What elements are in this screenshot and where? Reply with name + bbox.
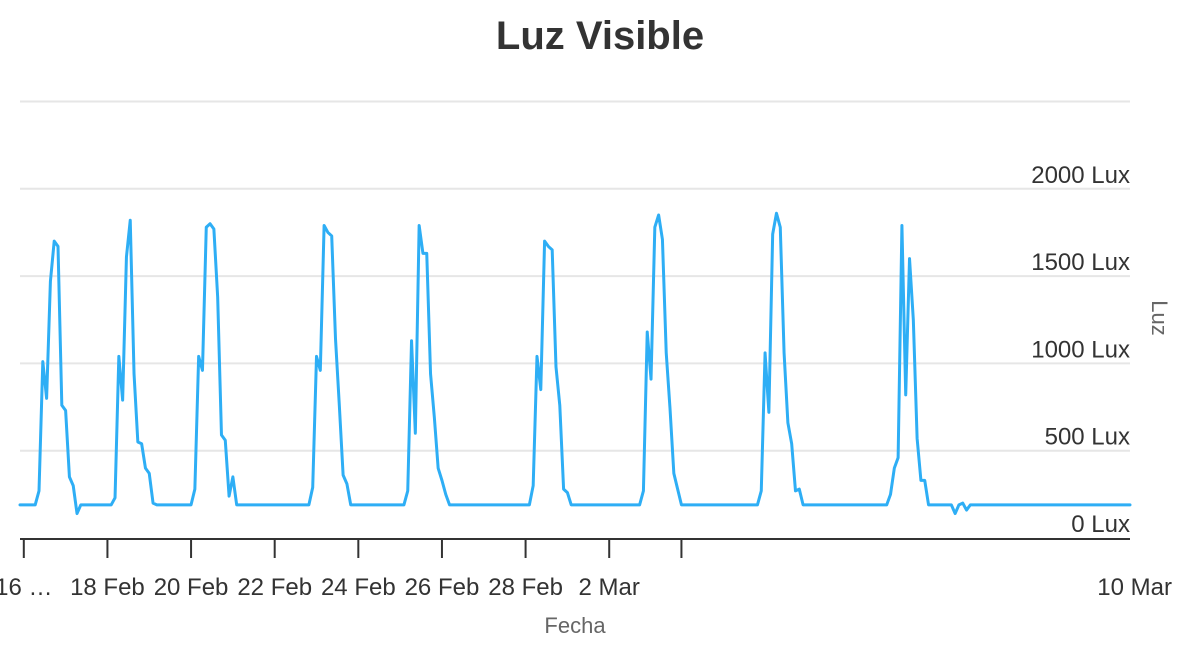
- x-tick-label: 28 Feb: [488, 574, 563, 601]
- chart-title: Luz Visible: [495, 14, 705, 58]
- grid-layer: [20, 100, 1130, 452]
- x-tick-label: 24 Feb: [321, 574, 396, 601]
- x-tick-label: 16 …: [0, 574, 52, 601]
- y-tick-label: 1500 Lux: [1031, 249, 1130, 276]
- y-tick-label: 2000 Lux: [1031, 162, 1130, 189]
- series-line: [18, 211, 1132, 516]
- axis-layer: 0 Lux 500 Lux 1000 Lux 1500 Lux 2000 Lux 16 ……: [0, 162, 1172, 601]
- y-tick-label: 500 Lux: [1045, 424, 1130, 451]
- series-layer: [18, 211, 1132, 516]
- x-tick-label: 18 Feb: [70, 574, 145, 601]
- x-tick-label: 10 Mar: [1097, 574, 1172, 601]
- y-tick-label: 0 Lux: [1071, 511, 1130, 538]
- x-tick-label: 2 Mar: [579, 574, 640, 601]
- y-tick-label: 1000 Lux: [1031, 336, 1130, 363]
- x-tick-label: 20 Feb: [154, 574, 229, 601]
- x-tick-label: 22 Feb: [237, 574, 312, 601]
- y-axis-title: Luz: [1147, 300, 1172, 335]
- x-tick-label: 26 Feb: [405, 574, 480, 601]
- x-axis-title: Fecha: [544, 613, 606, 638]
